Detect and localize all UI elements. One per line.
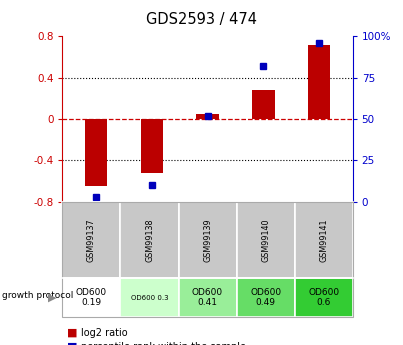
Text: ■: ■	[66, 342, 77, 345]
Bar	[196, 114, 219, 119]
Text: OD600
0.6: OD600 0.6	[308, 288, 339, 307]
Bar	[308, 45, 330, 119]
Bar	[141, 119, 163, 173]
Text: GSM99140: GSM99140	[261, 218, 270, 262]
Text: ▶: ▶	[48, 293, 57, 303]
Text: OD600 0.3: OD600 0.3	[131, 295, 168, 300]
Text: log2 ratio: log2 ratio	[81, 328, 127, 338]
Text: OD600
0.41: OD600 0.41	[192, 288, 223, 307]
Text: ■: ■	[66, 328, 77, 338]
Text: GSM99139: GSM99139	[203, 218, 212, 262]
Text: OD600
0.49: OD600 0.49	[250, 288, 281, 307]
Text: growth protocol: growth protocol	[2, 291, 73, 300]
Text: GSM99141: GSM99141	[319, 218, 328, 262]
Bar	[85, 119, 107, 186]
Text: GSM99138: GSM99138	[145, 218, 154, 262]
Text: GDS2593 / 474: GDS2593 / 474	[146, 12, 257, 27]
Text: percentile rank within the sample: percentile rank within the sample	[81, 342, 245, 345]
Text: GSM99137: GSM99137	[87, 218, 96, 262]
Bar	[252, 90, 274, 119]
Text: OD600
0.19: OD600 0.19	[76, 288, 107, 307]
